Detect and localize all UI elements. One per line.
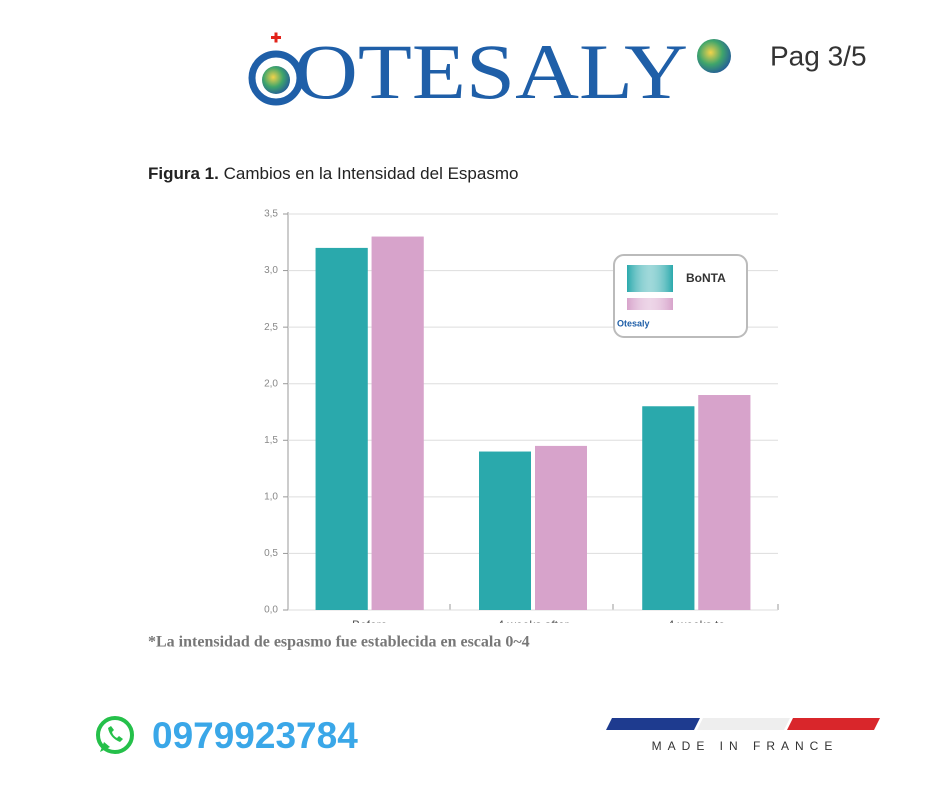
footnote: *La intensidad de espasmo fue establecid… [148, 634, 530, 651]
y-tick-label: 2,0 [264, 378, 278, 389]
bar-shine [479, 451, 531, 610]
figure-title: Figura 1. Cambios en la Intensidad del E… [148, 164, 518, 183]
logo-o-ring [248, 50, 304, 106]
bar-shine [535, 445, 587, 610]
y-tick-label: 2,5 [264, 322, 278, 333]
x-tick-label: 4 weeks to [668, 618, 726, 632]
flag-blue [606, 718, 700, 730]
flag-white [697, 718, 790, 730]
bar-shine [371, 236, 424, 610]
legend-swatch-shine [627, 298, 673, 310]
brand-name: OTESALY [294, 28, 688, 115]
bar-shine [698, 395, 751, 610]
figure-caption: Cambios en la Intensidad del Espasmo [224, 164, 519, 183]
logo-globe [262, 66, 290, 94]
phone-number[interactable]: 0979923784 [152, 715, 358, 756]
logo-cross [274, 32, 278, 43]
x-tick-label: 4 weeks after [497, 618, 568, 632]
y-tick-label: 3,5 [264, 209, 278, 220]
figure-label: Figura 1. [148, 164, 219, 183]
legend: BoNTA Otesaly [617, 265, 726, 328]
y-tick-label: 0,5 [264, 548, 278, 559]
made-in-france: MADE IN FRANCE [652, 739, 839, 753]
flag-red [787, 718, 880, 730]
y-tick-label: 1,0 [264, 491, 278, 502]
bar-shine [315, 247, 368, 610]
y-tick-label: 0,0 [264, 605, 278, 616]
x-tick-label: Before [352, 618, 388, 632]
legend-swatch-shine [627, 265, 673, 292]
whatsapp-tail [100, 742, 110, 752]
legend-label: BoNTA [686, 271, 726, 285]
logo-globe-small [697, 39, 731, 73]
page-number: Pag 3/5 [770, 40, 867, 71]
whatsapp-icon [96, 716, 134, 754]
y-tick-label: 1,5 [264, 435, 278, 446]
whatsapp-phone [108, 726, 123, 742]
legend-label: Otesaly [617, 318, 650, 328]
bar-shine [642, 406, 695, 610]
y-tick-label: 3,0 [264, 265, 278, 276]
